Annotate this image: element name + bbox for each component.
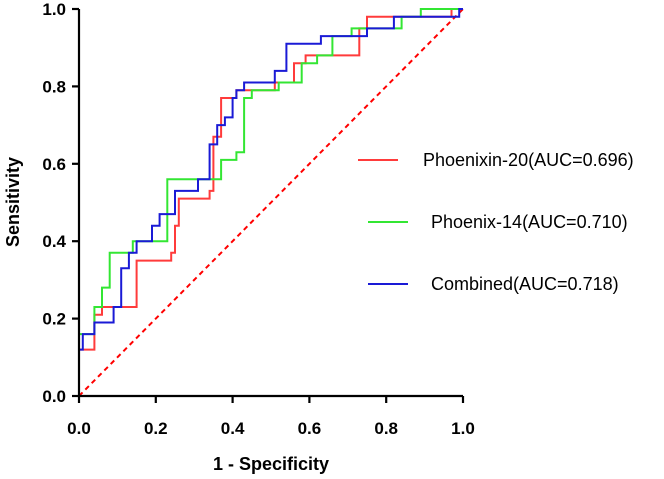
x-tick-label: 1.0 — [451, 419, 475, 438]
series-line-3 — [78, 8, 463, 396]
series-line-1 — [78, 8, 463, 396]
axes — [77, 9, 463, 398]
y-tick-label: 0.0 — [42, 387, 66, 406]
y-tick-label: 0.8 — [42, 77, 66, 96]
y-tick-label: 0.4 — [42, 232, 66, 251]
legend: Phoenixin-20(AUC=0.696) Phoenix-14(AUC=0.… — [358, 150, 634, 294]
y-tick-label: 0.2 — [42, 310, 66, 329]
y-tick-label: 0.6 — [42, 155, 66, 174]
legend-label-2: Phoenix-14(AUC=0.710) — [431, 212, 628, 232]
y-tick-label: 1.0 — [42, 0, 66, 19]
series-layer — [78, 8, 463, 396]
x-tick-label: 0.4 — [221, 419, 245, 438]
reference-diagonal-line — [78, 8, 464, 397]
y-ticks: 0.0 0.2 0.4 0.6 0.8 1.0 — [42, 0, 79, 406]
x-ticks: 0.0 0.2 0.4 0.6 0.8 1.0 — [67, 396, 475, 438]
reference-layer — [78, 8, 464, 397]
x-tick-label: 0.8 — [374, 419, 398, 438]
x-tick-label: 0.0 — [67, 419, 91, 438]
series-line-2 — [78, 8, 463, 396]
legend-label-1: Phoenixin-20(AUC=0.696) — [423, 150, 634, 170]
x-tick-label: 0.2 — [144, 419, 168, 438]
x-tick-label: 0.6 — [298, 419, 322, 438]
y-axis-title: Sensitivity — [3, 157, 23, 247]
x-axis-title: 1 - Specificity — [213, 454, 329, 474]
legend-label-3: Combined(AUC=0.718) — [431, 274, 619, 294]
